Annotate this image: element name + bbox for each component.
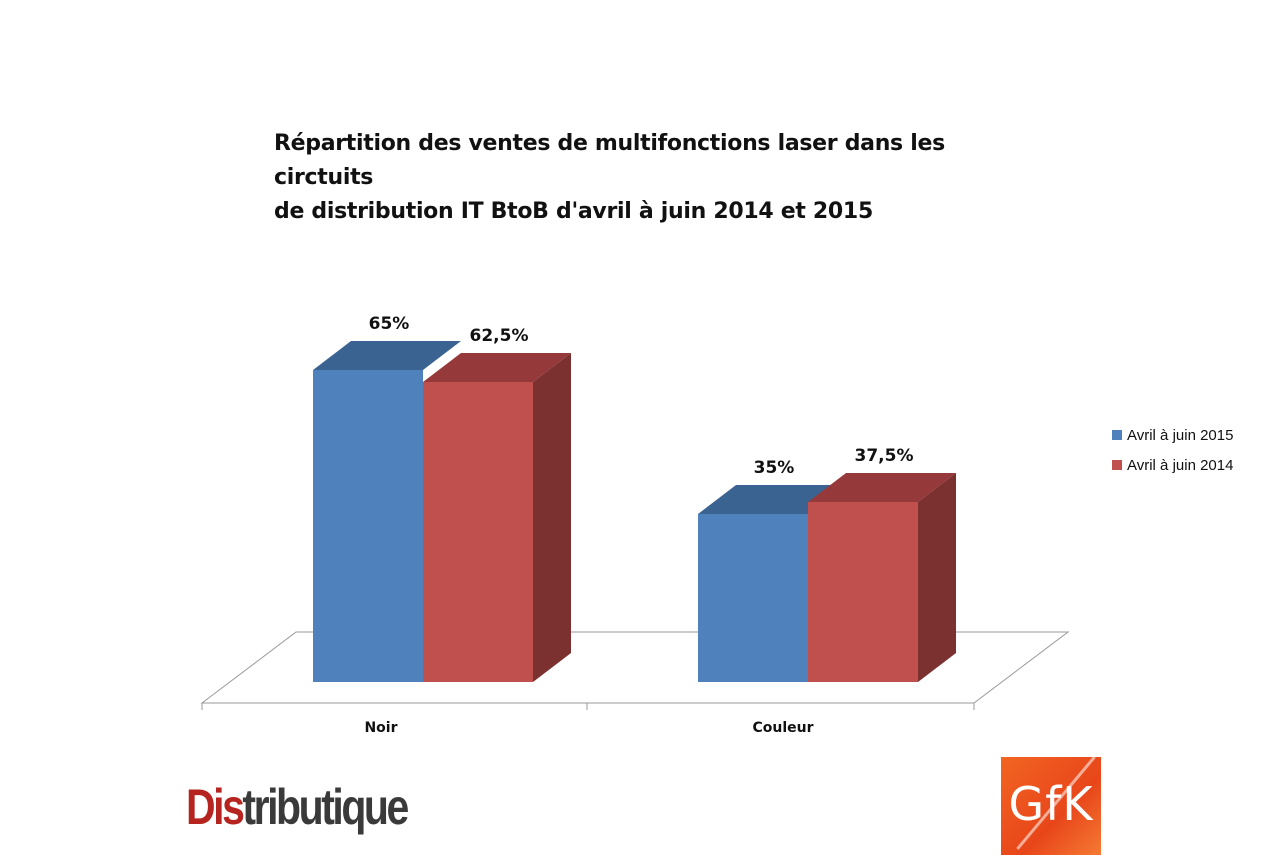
category-label-noir: Noir bbox=[364, 720, 397, 736]
legend-swatch-2014 bbox=[1112, 460, 1122, 470]
chart-labels: 65% 62,5% Noir 35% 37,5% Couleur bbox=[364, 314, 913, 736]
bar-top-couleur-2014 bbox=[808, 473, 956, 502]
bar-couleur-2015 bbox=[698, 514, 808, 682]
legend-item-2015: Avril à juin 2015 bbox=[1112, 420, 1233, 450]
distributique-logo: Distributique bbox=[186, 779, 409, 835]
chart-title-line-2: de distribution IT BtoB d'avril à juin 2… bbox=[274, 199, 873, 224]
data-label-noir-2015: 65% bbox=[369, 314, 410, 334]
chart-bars bbox=[313, 341, 956, 682]
chart-title: Répartition des ventes de multifonctions… bbox=[274, 127, 1034, 229]
category-label-couleur: Couleur bbox=[752, 720, 813, 736]
legend: Avril à juin 2015 Avril à juin 2014 bbox=[1112, 420, 1233, 480]
bar-top-noir-2014 bbox=[423, 353, 571, 382]
data-label-couleur-2014: 37,5% bbox=[855, 446, 914, 466]
legend-item-2014: Avril à juin 2014 bbox=[1112, 450, 1233, 480]
data-label-noir-2014: 62,5% bbox=[470, 326, 529, 346]
chart-title-line-1: Répartition des ventes de multifonctions… bbox=[274, 131, 945, 190]
legend-label-2014: Avril à juin 2014 bbox=[1127, 456, 1234, 474]
bar-top-noir-2015 bbox=[313, 341, 461, 370]
data-label-couleur-2015: 35% bbox=[754, 458, 795, 478]
bar-couleur-2014 bbox=[808, 502, 918, 682]
bar-noir-2014 bbox=[423, 382, 533, 682]
bar-side-couleur-2014 bbox=[918, 473, 956, 682]
bar-side-noir-2014 bbox=[533, 353, 571, 682]
bar-noir-2015 bbox=[313, 370, 423, 682]
legend-swatch-2015 bbox=[1112, 430, 1122, 440]
legend-label-2015: Avril à juin 2015 bbox=[1127, 426, 1234, 444]
gfk-logo: GfK bbox=[1001, 757, 1101, 855]
